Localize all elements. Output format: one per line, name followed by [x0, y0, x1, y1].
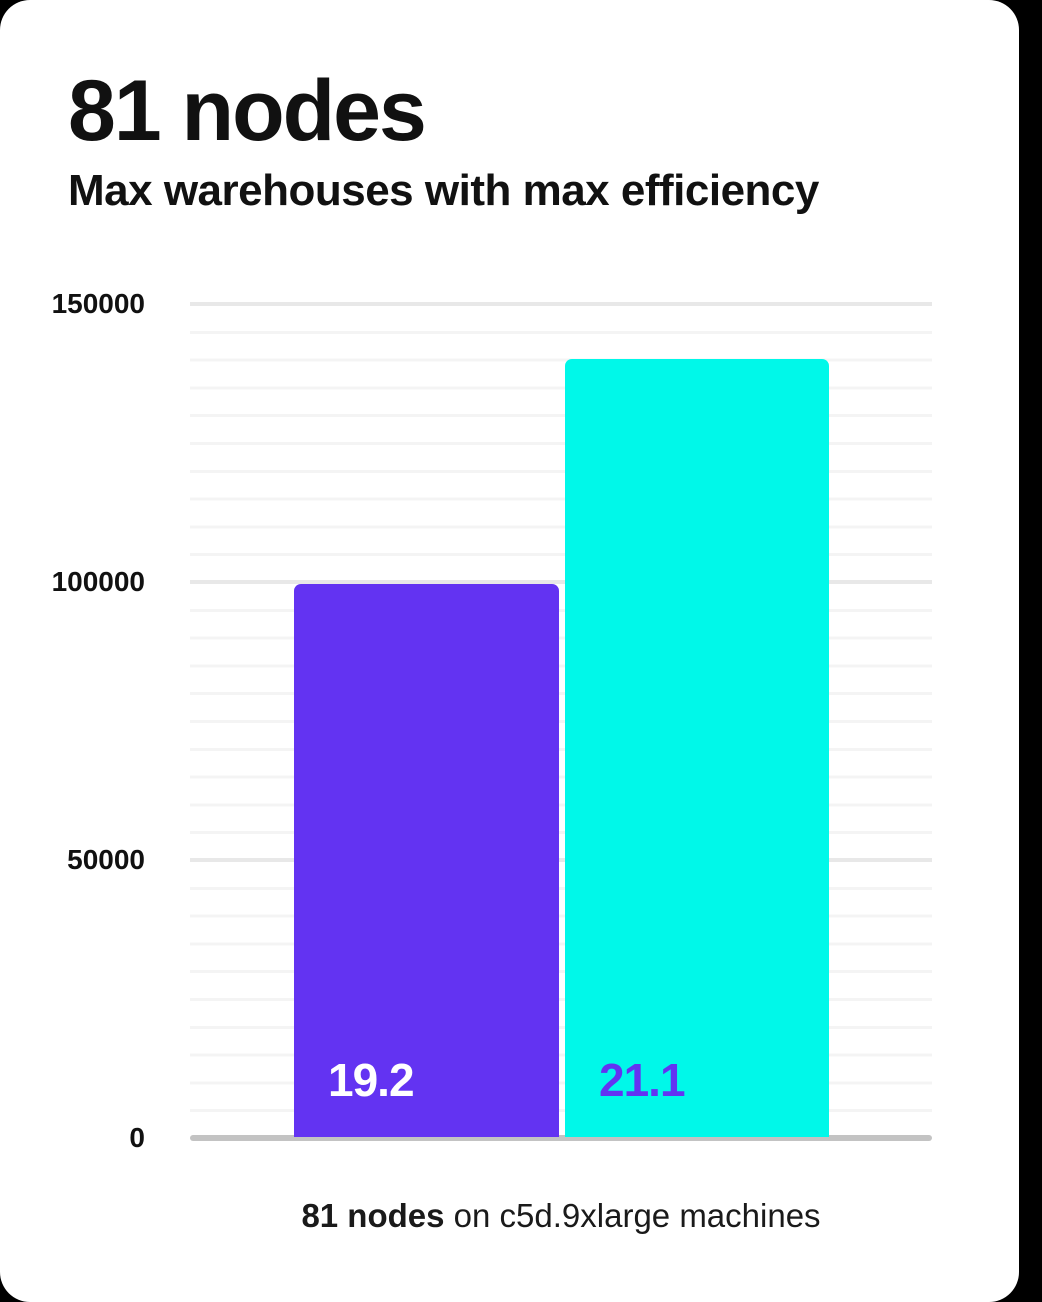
y-axis-tick-0: 0	[129, 1122, 145, 1153]
bar-purple-value-label: 19.2	[328, 1054, 415, 1106]
gridline-50000	[190, 858, 932, 862]
page-title: 81 nodes	[68, 63, 427, 159]
gridline-150000	[190, 302, 932, 306]
y-axis-tick-50000: 50000	[67, 844, 145, 875]
chart-caption: 81 nodes on c5d.9xlarge machines	[190, 1197, 932, 1235]
caption-regular-text: on c5d.9xlarge machines	[444, 1197, 821, 1234]
bar-cyan: 21.1	[565, 358, 829, 1137]
y-axis-tick-100000: 100000	[51, 566, 145, 597]
plot-area: 19.2 21.1	[190, 302, 932, 1141]
gridline-100000	[190, 580, 932, 584]
chart-card: 81 nodes Max warehouses with max efficie…	[0, 0, 1019, 1302]
bar-cyan-value-label: 21.1	[599, 1054, 686, 1106]
bar-purple: 19.2	[294, 583, 559, 1137]
caption-bold-text: 81 nodes	[301, 1197, 445, 1234]
x-axis-baseline	[190, 1135, 932, 1141]
page-subtitle: Max warehouses with max efficiency	[68, 166, 819, 215]
y-axis-tick-150000: 150000	[51, 288, 145, 319]
